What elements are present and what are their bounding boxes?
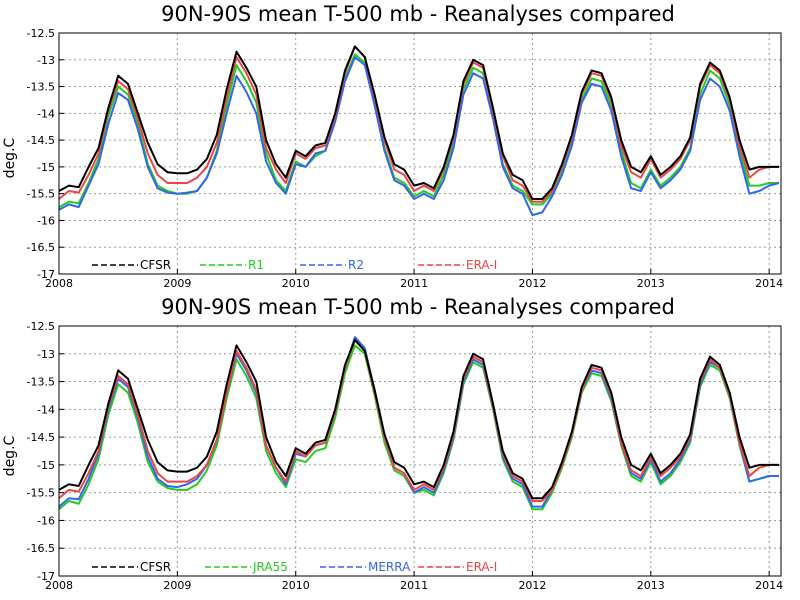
top-y-axis-label: deg.C xyxy=(2,137,18,178)
series-line-era-i xyxy=(58,338,779,502)
bottom-y-axis-label: deg.C xyxy=(2,435,18,476)
y-tick-label: -14.5 xyxy=(27,431,55,444)
x-tick-label: 2008 xyxy=(45,277,73,290)
legend-label-merra: MERRA xyxy=(368,560,411,574)
series-line-cfsr xyxy=(58,45,779,200)
legend-label-era-i: ERA-I xyxy=(466,560,497,574)
x-tick-label: 2014 xyxy=(755,277,783,290)
y-tick-label: -14.5 xyxy=(27,134,55,147)
y-tick-label: -13 xyxy=(37,348,55,361)
legend-label-cfsr: CFSR xyxy=(140,560,171,574)
y-tick-label: -15 xyxy=(37,459,55,472)
top-series-group xyxy=(58,45,780,217)
y-tick-label: -15.5 xyxy=(27,188,55,201)
y-tick-label: -12.5 xyxy=(27,27,55,40)
bottom-chart-title: 90N-90S mean T-500 mb - Reanalyses compa… xyxy=(161,295,675,319)
y-tick-label: -16.5 xyxy=(27,542,55,555)
y-tick-label: -12.5 xyxy=(27,320,55,333)
x-tick-label: 2008 xyxy=(45,579,73,592)
bottom-series-group xyxy=(58,336,779,511)
x-tick-label: 2010 xyxy=(282,277,310,290)
y-tick-label: -13 xyxy=(37,54,55,67)
x-tick-label: 2014 xyxy=(755,579,783,592)
x-tick-label: 2009 xyxy=(163,277,191,290)
series-line-merra xyxy=(58,336,779,508)
top-legend: CFSR R1 R2 ERA-I xyxy=(92,258,497,272)
legend-label-era-i: ERA-I xyxy=(466,258,497,272)
x-tick-label: 2012 xyxy=(518,579,546,592)
x-tick-label: 2013 xyxy=(637,579,665,592)
top-plot-frame xyxy=(58,32,782,275)
bottom-chart-panel: 90N-90S mean T-500 mb - Reanalyses compa… xyxy=(2,295,783,592)
x-tick-label: 2011 xyxy=(400,579,428,592)
y-tick-label: -14 xyxy=(37,403,55,416)
top-chart-title: 90N-90S mean T-500 mb - Reanalyses compa… xyxy=(161,2,675,26)
y-tick-label: -17 xyxy=(37,570,55,583)
legend-label-jra55: JRA55 xyxy=(252,560,288,574)
bottom-legend: CFSR JRA55 MERRA ERA-I xyxy=(92,560,497,574)
series-line-era-i xyxy=(58,45,779,203)
series-line-r2 xyxy=(58,56,780,217)
legend-label-r1: R1 xyxy=(248,258,264,272)
bottom-plot-frame xyxy=(58,325,782,577)
y-tick-label: -13.5 xyxy=(27,376,55,389)
x-tick-label: 2012 xyxy=(518,277,546,290)
bottom-axis-ticks: 2008 2009 2010 2011 2012 2013 2014 -12.5 -13 -13.… xyxy=(27,320,784,592)
y-tick-label: -17 xyxy=(37,268,55,281)
y-tick-label: -15.5 xyxy=(27,487,55,500)
y-tick-label: -15 xyxy=(37,161,55,174)
y-tick-label: -16 xyxy=(37,514,55,527)
top-grid xyxy=(59,33,781,274)
x-tick-label: 2009 xyxy=(163,579,191,592)
x-tick-label: 2010 xyxy=(282,579,310,592)
y-tick-label: -16 xyxy=(37,214,55,227)
legend-label-cfsr: CFSR xyxy=(140,258,171,272)
legend-label-r2: R2 xyxy=(348,258,364,272)
y-tick-label: -13.5 xyxy=(27,81,55,94)
top-axis-ticks: 2008 2009 2010 2011 2012 2013 2014 -12.5 -13 -13.… xyxy=(27,27,784,290)
x-tick-label: 2011 xyxy=(400,277,428,290)
y-tick-label: -16.5 xyxy=(27,241,55,254)
series-line-cfsr xyxy=(58,338,779,500)
top-chart-panel: 90N-90S mean T-500 mb - Reanalyses compa… xyxy=(2,2,783,290)
series-line-jra55 xyxy=(58,344,779,511)
x-tick-label: 2013 xyxy=(637,277,665,290)
y-tick-label: -14 xyxy=(37,107,55,120)
